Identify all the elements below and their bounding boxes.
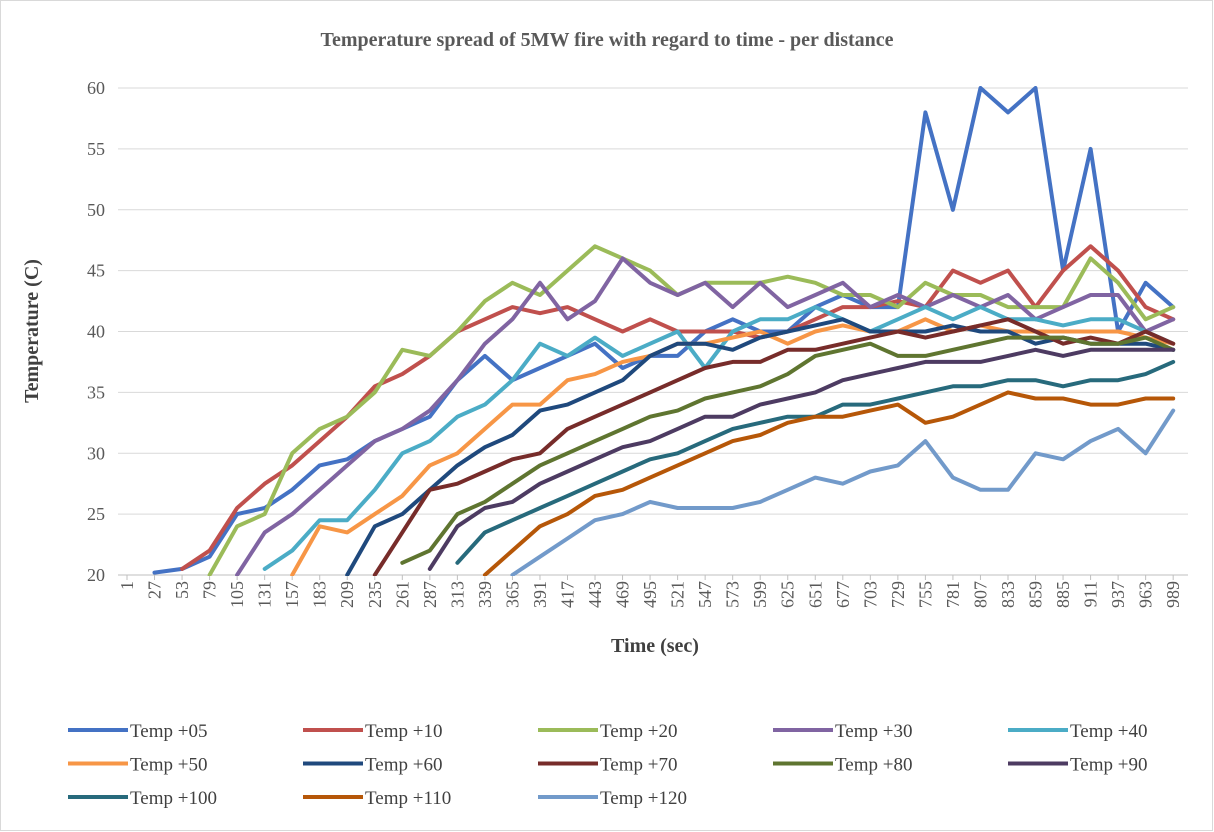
legend-label: Temp +110: [365, 788, 451, 809]
x-tick-label: 495: [640, 581, 660, 608]
x-tick-label: 573: [723, 581, 743, 608]
x-tick-label: 365: [502, 581, 522, 608]
legend-label: Temp +120: [600, 788, 687, 809]
series-line: [290, 317, 1176, 576]
x-tick-label: 443: [585, 581, 605, 608]
series-line: [345, 317, 1176, 576]
x-tick-label: 27: [145, 581, 165, 599]
x-tick-label: 963: [1136, 581, 1156, 608]
legend-label: Temp +30: [835, 721, 912, 742]
x-tick-label: 235: [365, 581, 385, 608]
plot: [152, 86, 1176, 576]
x-tick-label: 859: [1026, 581, 1046, 608]
legend-label: Temp +100: [130, 788, 217, 809]
x-tick-label: 53: [172, 581, 192, 599]
y-tick-label: 45: [87, 261, 105, 281]
x-tick-label: 79: [200, 581, 220, 599]
x-tick-label: 339: [475, 581, 495, 608]
x-tick-label: 391: [530, 581, 550, 608]
x-tick-label: 209: [337, 581, 357, 608]
x-tick-label: 833: [998, 581, 1018, 608]
legend-label: Temp +50: [130, 755, 207, 776]
x-tick-label: 755: [915, 581, 935, 608]
legend-label: Temp +10: [365, 721, 442, 742]
series-line: [427, 347, 1176, 571]
legend-label: Temp +70: [600, 755, 677, 776]
y-tick-label: 55: [87, 139, 105, 159]
legend-label: Temp +80: [835, 755, 912, 776]
x-tick-label: 105: [227, 581, 247, 608]
series-line: [235, 256, 1176, 576]
series-line: [482, 390, 1176, 576]
x-tick-label: 599: [750, 581, 770, 608]
x-tick-label: 157: [282, 581, 302, 608]
x-tick-label: 313: [447, 581, 467, 608]
y-tick-label: 40: [87, 322, 105, 342]
x-tick-label: 781: [943, 581, 963, 608]
x-tick-label: 547: [695, 581, 715, 608]
y-axis-title: Temperature (C): [21, 259, 43, 403]
x-tick-label: 287: [420, 581, 440, 608]
legend-label: Temp +60: [365, 755, 442, 776]
x-tick-label: 261: [392, 581, 412, 608]
x-tick-label: 625: [778, 581, 798, 608]
y-tick-label: 60: [87, 78, 105, 98]
x-tick-label: 937: [1108, 581, 1128, 608]
legend-label: Temp +05: [130, 721, 207, 742]
y-tick-label: 25: [87, 504, 105, 524]
x-tick-label: 417: [557, 581, 577, 608]
x-tick-label: 911: [1081, 581, 1101, 607]
series-line: [262, 305, 1176, 571]
x-tick-label: 807: [970, 581, 990, 608]
x-tick-label: 469: [613, 581, 633, 608]
x-tick-label: 885: [1053, 581, 1073, 608]
legend-label: Temp +40: [1070, 721, 1147, 742]
y-tick-label: 50: [87, 200, 105, 220]
chart-title: Temperature spread of 5MW fire with rega…: [320, 29, 893, 51]
legend-label: Temp +20: [600, 721, 677, 742]
x-tick-label: 1: [117, 581, 137, 590]
legend-label: Temp +90: [1070, 755, 1147, 776]
x-tick-label: 729: [888, 581, 908, 608]
series-line: [510, 408, 1176, 576]
x-tick-label: 131: [255, 581, 275, 608]
y-tick-label: 35: [87, 382, 105, 402]
x-tick-label: 521: [668, 581, 688, 608]
x-axis-title: Time (sec): [611, 635, 699, 657]
x-tick-label: 183: [310, 581, 330, 608]
x-tick-label: 989: [1163, 581, 1183, 608]
series-line: [400, 335, 1176, 565]
legend: Temp +05 Temp +10 Temp +20 Temp +30 Temp +40…: [68, 721, 1147, 809]
series-line: [152, 86, 1176, 575]
x-tick-label: 677: [833, 581, 853, 608]
y-tick-label: 20: [87, 565, 105, 585]
y-tick-label: 30: [87, 443, 105, 463]
series-line: [372, 317, 1176, 576]
x-tick-label: 651: [805, 581, 825, 608]
x-tick-label: 703: [860, 581, 880, 608]
